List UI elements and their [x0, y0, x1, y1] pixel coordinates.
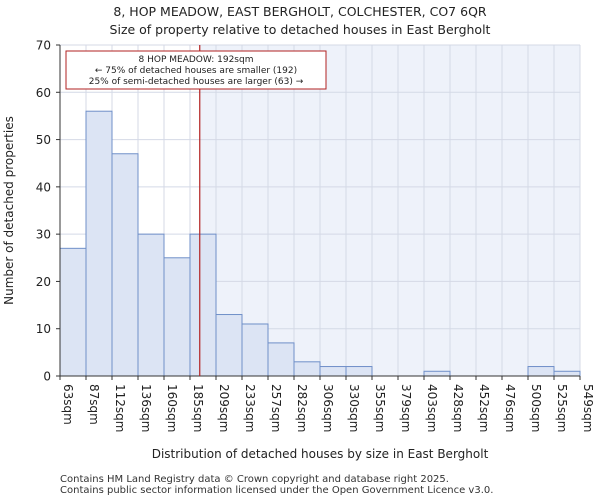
- y-tick-label: 70: [36, 39, 51, 53]
- x-tick-label: 257sqm: [269, 384, 283, 432]
- x-tick-label: 63sqm: [61, 384, 75, 425]
- footer-line-2: Contains public sector information licen…: [60, 485, 494, 496]
- chart-title: 8, HOP MEADOW, EAST BERGHOLT, COLCHESTER…: [113, 4, 487, 19]
- bar: [293, 361, 321, 377]
- y-tick-label: 40: [36, 180, 51, 194]
- x-axis-title: Distribution of detached houses by size …: [152, 447, 489, 461]
- plot-background-right: [199, 45, 580, 376]
- y-tick-label: 0: [43, 370, 51, 384]
- x-tick-label: 330sqm: [347, 384, 361, 432]
- bar: [527, 366, 555, 377]
- x-tick-label: 355sqm: [373, 384, 387, 432]
- x-tick-label: 136sqm: [139, 384, 153, 432]
- x-tick-label: 306sqm: [321, 384, 335, 432]
- x-tick-label: 525sqm: [555, 384, 569, 432]
- footer-line-1: Contains HM Land Registry data © Crown c…: [60, 474, 449, 485]
- annotation-line-3: 25% of semi-detached houses are larger (…: [89, 77, 304, 87]
- bar: [59, 247, 87, 377]
- bar: [189, 233, 217, 377]
- x-tick-label: 500sqm: [529, 384, 543, 432]
- x-tick-label: 452sqm: [477, 384, 491, 432]
- x-tick-label: 549sqm: [581, 384, 595, 432]
- x-tick-label: 476sqm: [503, 384, 517, 432]
- annotation-line-2: ← 75% of detached houses are smaller (19…: [95, 66, 297, 76]
- bar: [241, 323, 269, 377]
- bar: [137, 233, 165, 377]
- annotation-box: [65, 50, 327, 90]
- bar: [423, 370, 451, 377]
- y-tick-label: 30: [36, 228, 51, 242]
- x-tick-label: 87sqm: [87, 384, 101, 425]
- bar: [553, 370, 581, 377]
- y-tick-label: 50: [36, 133, 51, 147]
- y-tick-label: 60: [36, 86, 51, 100]
- x-tick-label: 209sqm: [217, 384, 231, 432]
- x-tick-label: 379sqm: [399, 384, 413, 432]
- bar: [215, 314, 243, 377]
- x-tick-label: 282sqm: [295, 384, 309, 432]
- bar: [85, 110, 113, 377]
- x-tick-label: 112sqm: [113, 384, 127, 432]
- bar: [111, 153, 139, 377]
- y-tick-label: 10: [36, 322, 51, 336]
- x-tick-label: 185sqm: [191, 384, 205, 432]
- chart-subtitle: Size of property relative to detached ho…: [109, 22, 491, 37]
- x-tick-label: 428sqm: [451, 384, 465, 432]
- bar: [163, 257, 191, 377]
- y-axis-title: Number of detached properties: [2, 116, 16, 305]
- y-tick-label: 20: [36, 275, 51, 289]
- bar: [319, 366, 347, 377]
- annotation-line-1: 8 HOP MEADOW: 192sqm: [139, 55, 254, 65]
- x-tick-label: 233sqm: [243, 384, 257, 432]
- x-tick-label: 403sqm: [425, 384, 439, 432]
- x-tick-label: 160sqm: [165, 384, 179, 432]
- bar: [345, 366, 373, 377]
- bar: [267, 342, 295, 377]
